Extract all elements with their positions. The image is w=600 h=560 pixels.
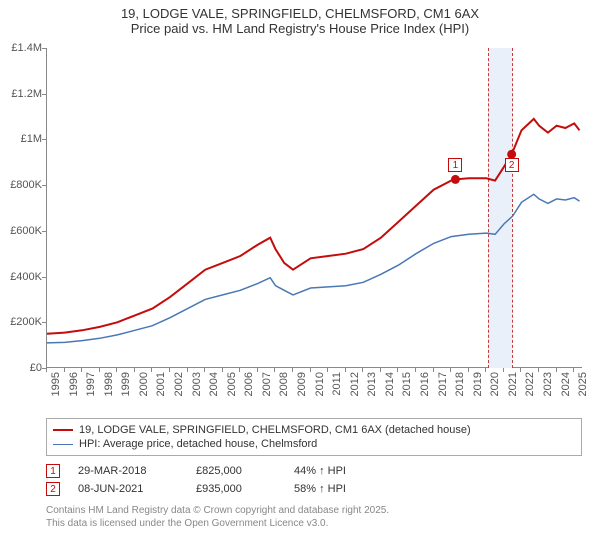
x-tick-label: 2023 xyxy=(542,372,554,396)
x-tick-label: 2003 xyxy=(191,372,203,396)
chart-container: 19, LODGE VALE, SPRINGFIELD, CHELMSFORD,… xyxy=(0,0,600,560)
x-tick-label: 2021 xyxy=(507,372,519,396)
line-series-svg xyxy=(47,48,583,368)
x-tick-label: 1995 xyxy=(50,372,62,396)
x-tick-label: 2011 xyxy=(331,372,343,396)
legend-swatch xyxy=(53,429,73,431)
x-tick-label: 2009 xyxy=(296,372,308,396)
x-tick-label: 2005 xyxy=(226,372,238,396)
sales-date: 08-JUN-2021 xyxy=(78,483,178,495)
sales-marker: 2 xyxy=(46,482,60,496)
x-tick-label: 2012 xyxy=(349,372,361,396)
x-tick-label: 2006 xyxy=(243,372,255,396)
x-tick-label: 2025 xyxy=(577,372,589,396)
x-tick-label: 2018 xyxy=(454,372,466,396)
y-tick-label: £1M xyxy=(0,133,42,145)
legend-swatch xyxy=(53,444,73,445)
y-tick-label: £0 xyxy=(0,362,42,374)
legend-label: 19, LODGE VALE, SPRINGFIELD, CHELMSFORD,… xyxy=(79,424,471,436)
x-tick-label: 1996 xyxy=(68,372,80,396)
attribution-line2: This data is licensed under the Open Gov… xyxy=(46,517,582,530)
sales-table: 1 29-MAR-2018 £825,000 44% ↑ HPI 2 08-JUN-202… xyxy=(46,462,582,498)
x-tick-label: 2004 xyxy=(208,372,220,396)
title-line2: Price paid vs. HM Land Registry's House … xyxy=(0,21,600,36)
x-tick-label: 2019 xyxy=(472,372,484,396)
x-tick-label: 2013 xyxy=(366,372,378,396)
y-tick-label: £1.2M xyxy=(0,88,42,100)
x-tick-label: 2008 xyxy=(278,372,290,396)
x-tick-label: 2001 xyxy=(155,372,167,396)
x-tick-label: 2002 xyxy=(173,372,185,396)
legend-row: HPI: Average price, detached house, Chel… xyxy=(53,437,575,451)
sales-row: 1 29-MAR-2018 £825,000 44% ↑ HPI xyxy=(46,462,582,480)
x-tick-label: 2017 xyxy=(437,372,449,396)
sales-row: 2 08-JUN-2021 £935,000 58% ↑ HPI xyxy=(46,480,582,498)
marker-label: 2 xyxy=(505,158,519,172)
chart-area: 12 £0£200K£400K£600K£800K£1M£1.2M£1.4M 1… xyxy=(46,48,582,368)
x-tick-label: 2024 xyxy=(560,372,572,396)
x-tick-label: 1998 xyxy=(103,372,115,396)
legend-row: 19, LODGE VALE, SPRINGFIELD, CHELMSFORD,… xyxy=(53,423,575,437)
sale-dot xyxy=(451,175,460,184)
attribution-line1: Contains HM Land Registry data © Crown c… xyxy=(46,504,582,517)
series-hpi xyxy=(47,194,580,343)
x-tick-label: 2014 xyxy=(384,372,396,396)
sales-price: £825,000 xyxy=(196,465,276,477)
title-line1: 19, LODGE VALE, SPRINGFIELD, CHELMSFORD,… xyxy=(0,6,600,21)
sales-price: £935,000 xyxy=(196,483,276,495)
x-tick-label: 2015 xyxy=(401,372,413,396)
y-tick-label: £400K xyxy=(0,271,42,283)
x-tick-label: 2007 xyxy=(261,372,273,396)
y-tick-label: £800K xyxy=(0,179,42,191)
marker-label: 1 xyxy=(448,158,462,172)
title-block: 19, LODGE VALE, SPRINGFIELD, CHELMSFORD,… xyxy=(0,0,600,36)
sales-marker: 1 xyxy=(46,464,60,478)
x-tick-label: 1997 xyxy=(85,372,97,396)
sales-date: 29-MAR-2018 xyxy=(78,465,178,477)
x-tick-label: 1999 xyxy=(120,372,132,396)
plot: 12 xyxy=(46,48,582,368)
legend-label: HPI: Average price, detached house, Chel… xyxy=(79,438,317,450)
y-tick-label: £600K xyxy=(0,225,42,237)
y-tick-label: £200K xyxy=(0,316,42,328)
sales-hpi: 58% ↑ HPI xyxy=(294,483,384,495)
x-tick-label: 2000 xyxy=(138,372,150,396)
x-tick-label: 2020 xyxy=(489,372,501,396)
attribution: Contains HM Land Registry data © Crown c… xyxy=(46,504,582,530)
series-price_paid xyxy=(47,119,580,334)
sales-hpi: 44% ↑ HPI xyxy=(294,465,384,477)
legend-and-sales: 19, LODGE VALE, SPRINGFIELD, CHELMSFORD,… xyxy=(46,418,582,530)
x-tick-label: 2010 xyxy=(314,372,326,396)
legend-box: 19, LODGE VALE, SPRINGFIELD, CHELMSFORD,… xyxy=(46,418,582,456)
x-tick-label: 2022 xyxy=(524,372,536,396)
x-tick-label: 2016 xyxy=(419,372,431,396)
y-tick-label: £1.4M xyxy=(0,42,42,54)
